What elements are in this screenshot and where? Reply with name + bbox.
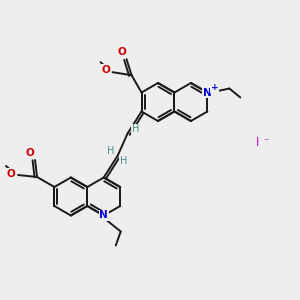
- Text: O: O: [7, 169, 15, 179]
- Text: H: H: [120, 155, 127, 166]
- Text: O: O: [26, 148, 34, 158]
- Text: N: N: [203, 88, 212, 98]
- Text: O: O: [101, 65, 110, 75]
- Text: O: O: [117, 47, 126, 57]
- Text: N: N: [99, 211, 108, 220]
- Text: I: I: [256, 136, 260, 148]
- Text: +: +: [211, 83, 218, 92]
- Text: H: H: [132, 124, 139, 134]
- Text: ⁻: ⁻: [263, 137, 269, 147]
- Text: H: H: [107, 146, 114, 155]
